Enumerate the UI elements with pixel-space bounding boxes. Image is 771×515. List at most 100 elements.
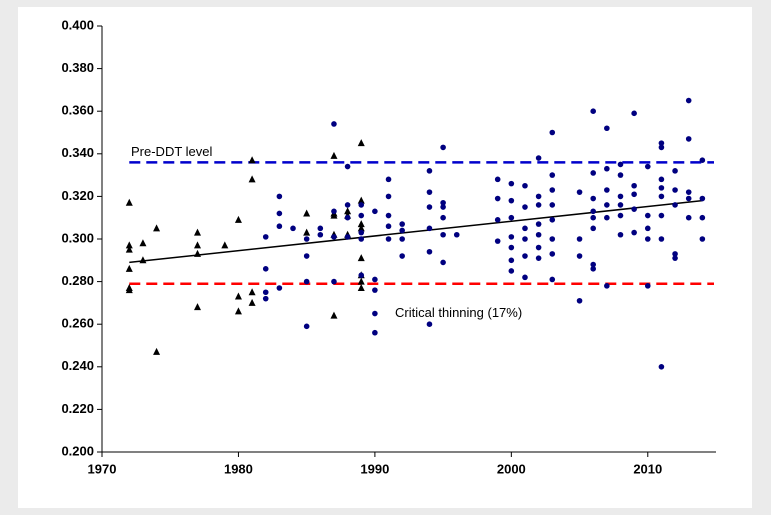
data-point xyxy=(276,223,283,230)
data-point xyxy=(685,189,692,195)
data-point xyxy=(440,214,446,221)
data-point xyxy=(399,253,405,259)
data-point xyxy=(658,364,665,370)
reference-label: Critical thinning (17%) xyxy=(395,305,522,320)
y-tick-label: 0.200 xyxy=(61,443,94,458)
data-point xyxy=(508,180,515,187)
data-point xyxy=(699,195,706,202)
data-point xyxy=(262,234,269,240)
data-point xyxy=(590,108,596,114)
data-point xyxy=(139,256,147,264)
data-point xyxy=(358,212,365,219)
data-point xyxy=(535,231,542,238)
data-point xyxy=(522,225,528,232)
data-point xyxy=(125,198,133,206)
data-point xyxy=(248,175,256,183)
data-point xyxy=(303,278,310,285)
data-point xyxy=(357,220,365,228)
data-point xyxy=(590,170,596,176)
data-point xyxy=(303,236,310,242)
data-point xyxy=(644,163,651,170)
data-point xyxy=(262,289,269,296)
data-point xyxy=(535,193,542,200)
data-point xyxy=(234,307,242,315)
data-point xyxy=(535,221,542,227)
x-tick-label: 1980 xyxy=(224,461,253,476)
data-point xyxy=(248,156,256,164)
data-point xyxy=(385,236,392,242)
data-point xyxy=(344,214,351,221)
data-point xyxy=(672,202,678,208)
data-point xyxy=(372,329,378,336)
data-point xyxy=(604,187,610,193)
data-point xyxy=(194,303,202,311)
data-point xyxy=(617,161,624,168)
data-point xyxy=(508,234,515,240)
data-point xyxy=(358,236,365,242)
data-point xyxy=(549,217,556,223)
data-point xyxy=(508,268,515,274)
x-tick-label: 2000 xyxy=(497,461,526,476)
data-point xyxy=(276,193,283,200)
data-point xyxy=(631,191,637,198)
data-point xyxy=(372,276,378,283)
data-point xyxy=(303,253,310,259)
data-point xyxy=(644,236,651,242)
data-point xyxy=(372,287,378,293)
data-point xyxy=(590,214,596,221)
data-point xyxy=(194,249,202,257)
data-point xyxy=(234,215,242,223)
x-tick-label: 1970 xyxy=(88,461,117,476)
data-point xyxy=(658,140,665,146)
data-point xyxy=(290,225,296,232)
data-point xyxy=(631,229,637,236)
data-point xyxy=(194,228,202,236)
y-tick-label: 0.380 xyxy=(61,60,94,75)
data-point xyxy=(372,208,378,215)
data-point xyxy=(549,276,556,283)
data-point xyxy=(234,292,242,300)
x-tick-label: 2010 xyxy=(633,461,662,476)
data-point xyxy=(617,212,624,219)
data-point xyxy=(153,347,161,355)
data-point xyxy=(494,238,501,244)
data-point xyxy=(248,298,256,306)
data-point xyxy=(576,253,583,259)
data-point xyxy=(248,288,256,296)
data-point xyxy=(357,254,365,262)
data-point xyxy=(399,221,405,227)
data-point xyxy=(658,185,665,191)
y-tick-label: 0.240 xyxy=(61,358,94,373)
data-point xyxy=(522,274,528,281)
data-point xyxy=(426,168,433,174)
data-point xyxy=(303,323,310,330)
data-point xyxy=(440,199,446,206)
data-point xyxy=(549,202,556,208)
data-point xyxy=(385,176,392,183)
data-point xyxy=(262,266,269,272)
data-point xyxy=(644,212,651,219)
data-point xyxy=(494,217,501,223)
data-point xyxy=(194,241,202,249)
y-tick-label: 0.260 xyxy=(61,316,94,331)
data-point xyxy=(357,139,365,147)
data-point xyxy=(330,151,338,159)
data-point xyxy=(590,225,596,232)
data-point xyxy=(590,195,596,202)
data-point xyxy=(699,214,706,221)
data-point xyxy=(357,277,365,285)
data-point xyxy=(549,251,556,257)
data-point xyxy=(357,224,365,232)
data-point xyxy=(522,236,528,242)
data-point xyxy=(358,272,365,279)
data-point xyxy=(399,227,405,234)
data-point xyxy=(631,110,637,117)
data-point xyxy=(672,187,678,193)
data-point xyxy=(604,125,610,132)
data-point xyxy=(385,223,392,230)
data-point xyxy=(604,165,610,172)
data-point xyxy=(617,193,624,200)
chart-panel xyxy=(18,7,752,508)
data-point xyxy=(399,236,405,242)
